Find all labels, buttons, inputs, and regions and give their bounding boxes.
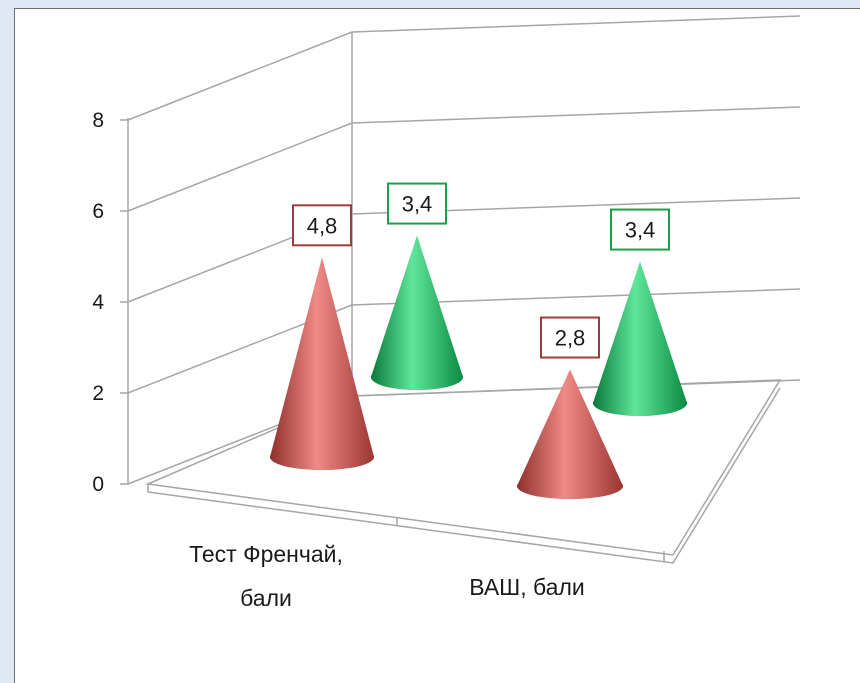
cone-s2-c2: 3,4 xyxy=(593,208,687,416)
data-label-box xyxy=(387,182,447,225)
data-label: 3,4 xyxy=(402,192,433,217)
side-gridline xyxy=(127,31,353,121)
back-gridline xyxy=(351,15,801,33)
data-label-box xyxy=(610,208,670,251)
y-tick-label: 6 xyxy=(92,200,104,223)
cone-body xyxy=(517,369,623,499)
back-gridline xyxy=(351,106,801,124)
side-gridline xyxy=(127,122,353,212)
y-axis-ticks: 0 2 4 6 8 xyxy=(92,109,128,496)
cone-series: 3,4 3,4 4,8 2,8 xyxy=(270,182,687,499)
category-label-1-line-1: Тест Френчай, xyxy=(189,541,343,567)
data-label: 2,8 xyxy=(555,326,586,351)
data-label-box xyxy=(540,316,600,359)
data-label: 3,4 xyxy=(625,218,656,243)
cone-s1-c1: 4,8 xyxy=(270,204,374,470)
floor-front-edge xyxy=(147,387,781,564)
cone-body xyxy=(270,257,374,470)
y-tick-label: 2 xyxy=(92,382,104,405)
category-label-2: ВАШ, бали xyxy=(469,574,584,600)
data-label: 4,8 xyxy=(307,213,338,238)
cone-s1-c2: 2,8 xyxy=(517,316,623,499)
cone-body xyxy=(593,261,687,416)
cone-s2-c1: 3,4 xyxy=(371,182,463,390)
category-label-1-line-2: бали xyxy=(240,585,292,611)
data-label-box xyxy=(292,204,352,247)
y-tick-label: 0 xyxy=(92,473,104,496)
y-tick-label: 4 xyxy=(92,291,104,314)
cone-body xyxy=(371,235,463,390)
y-tick-label: 8 xyxy=(92,109,104,132)
